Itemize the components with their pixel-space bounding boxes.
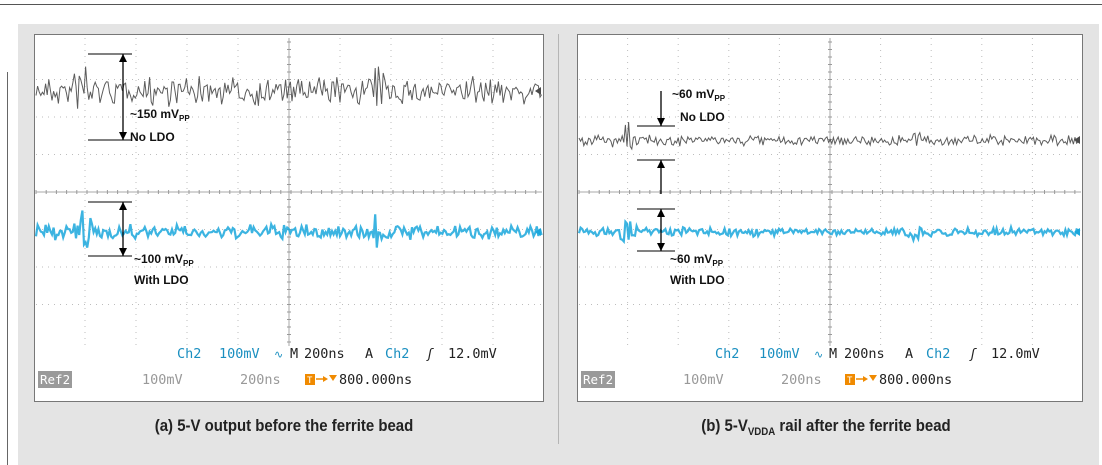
annotation-value: ~60 mV: [670, 252, 712, 266]
annotation-value: ~60 mV: [672, 87, 714, 101]
trace-with-ldo: [577, 218, 1081, 245]
waveform-traces: [577, 121, 1081, 245]
left-rule: [7, 72, 8, 465]
annotation-unit: PP: [183, 259, 194, 268]
readout-level: 12.0mV: [448, 346, 497, 362]
ref-label: Ref2: [40, 372, 70, 387]
ref-time: 200ns: [781, 372, 822, 388]
ref-time: 200ns: [240, 372, 281, 388]
coupling-icon: ∿: [274, 348, 283, 361]
svg-text:~150 mVPP: ~150 mVPP: [130, 107, 190, 123]
annotation-value: ~150 mV: [130, 107, 179, 121]
annotation-unit: PP: [179, 114, 190, 123]
annotation-note: No LDO: [130, 130, 175, 144]
readout-timebase: 200ns: [844, 346, 885, 362]
level-marker: [535, 87, 541, 95]
svg-text:~60 mVPP: ~60 mVPP: [670, 252, 724, 268]
ref-volts: 100mV: [683, 372, 724, 388]
level-marker: [535, 228, 541, 236]
annotation-with-ldo: ~100 mVPP With LDO: [88, 201, 194, 287]
svg-text:T: T: [307, 376, 313, 386]
svg-text:~60 mVPP: ~60 mVPP: [672, 87, 726, 103]
caption-text-rest: rail after the ferrite bead: [775, 416, 951, 435]
graticule: [578, 38, 1081, 346]
coupling-icon: ∿: [814, 348, 823, 361]
level-marker: [1074, 136, 1080, 144]
annotation-note: With LDO: [670, 273, 725, 287]
measure-arrow-with-ldo: [637, 208, 675, 252]
trigger-position: 800.000ns: [879, 372, 952, 388]
waveform-traces: [34, 66, 543, 248]
annotation-note: With LDO: [134, 273, 189, 287]
readout-channel: Ch2: [177, 346, 201, 362]
annotation-note: No LDO: [680, 110, 725, 124]
caption-text: (b) 5-V: [701, 416, 748, 435]
measure-arrow-no-ldo: [88, 53, 132, 141]
caption-subscript: VDDA: [747, 426, 776, 438]
readout-trigger-channel: Ch2: [926, 346, 950, 362]
trace-no-ldo: [578, 121, 1080, 151]
readout-m: M: [290, 346, 298, 362]
annotation-no-ldo: ~60 mVPP No LDO: [637, 87, 726, 194]
readout-bar: Ch2 100mV ∿ M 200ns A Ch2 ʃ 12.0mV Ref2 …: [581, 346, 1040, 388]
annotation-with-ldo: ~60 mVPP With LDO: [637, 208, 725, 287]
ref-label: Ref2: [583, 372, 613, 387]
annotation-no-ldo: ~150 mVPP No LDO: [88, 53, 190, 144]
caption-text: (a) 5-V output before the ferrite bead: [154, 416, 414, 435]
trace-with-ldo: [34, 210, 543, 248]
oscilloscope-screen-a: ~150 mVPP No LDO ~100 mVPP With LDO Ch2 …: [34, 34, 544, 402]
trigger-position: 800.000ns: [339, 372, 412, 388]
annotation-value: ~100 mV: [134, 252, 183, 266]
readout-mode: A: [365, 346, 373, 362]
measure-arrow-no-ldo: [637, 91, 675, 194]
svg-text:~100 mVPP: ~100 mVPP: [134, 252, 194, 268]
edge-icon: ʃ: [969, 346, 977, 362]
readout-mode: A: [905, 346, 913, 362]
trigger-position-icon: T: [305, 374, 337, 386]
readout-volts: 100mV: [759, 346, 800, 362]
readout-channel: Ch2: [715, 346, 739, 362]
ref-badge: [581, 371, 615, 388]
trace-no-ldo: [35, 66, 543, 109]
caption-b: (b) 5-VVDDA rail after the ferrite bead: [597, 416, 1055, 438]
ref-badge: [38, 371, 72, 388]
readout-timebase: 200ns: [304, 346, 345, 362]
readout-volts: 100mV: [219, 346, 260, 362]
ref-volts: 100mV: [142, 372, 183, 388]
edge-icon: ʃ: [426, 346, 434, 362]
svg-text:T: T: [847, 376, 853, 386]
annotation-unit: PP: [712, 259, 723, 268]
readout-level: 12.0mV: [991, 346, 1040, 362]
readout-trigger-channel: Ch2: [385, 346, 409, 362]
readout-bar: Ch2 100mV ∿ M 200ns A Ch2 ʃ 12.0mV Ref2 …: [38, 346, 497, 388]
oscilloscope-screen-b: ~60 mVPP No LDO ~60 mVPP With LDO Ch2 10…: [577, 34, 1083, 402]
trigger-position-icon: T: [845, 374, 877, 386]
panel-divider: [558, 34, 559, 444]
level-marker: [1074, 228, 1080, 236]
top-rule: [0, 4, 1102, 5]
readout-m: M: [829, 346, 837, 362]
annotation-unit: PP: [714, 94, 725, 103]
measure-arrow-with-ldo: [88, 201, 132, 257]
caption-a: (a) 5-V output before the ferrite bead: [55, 416, 513, 436]
